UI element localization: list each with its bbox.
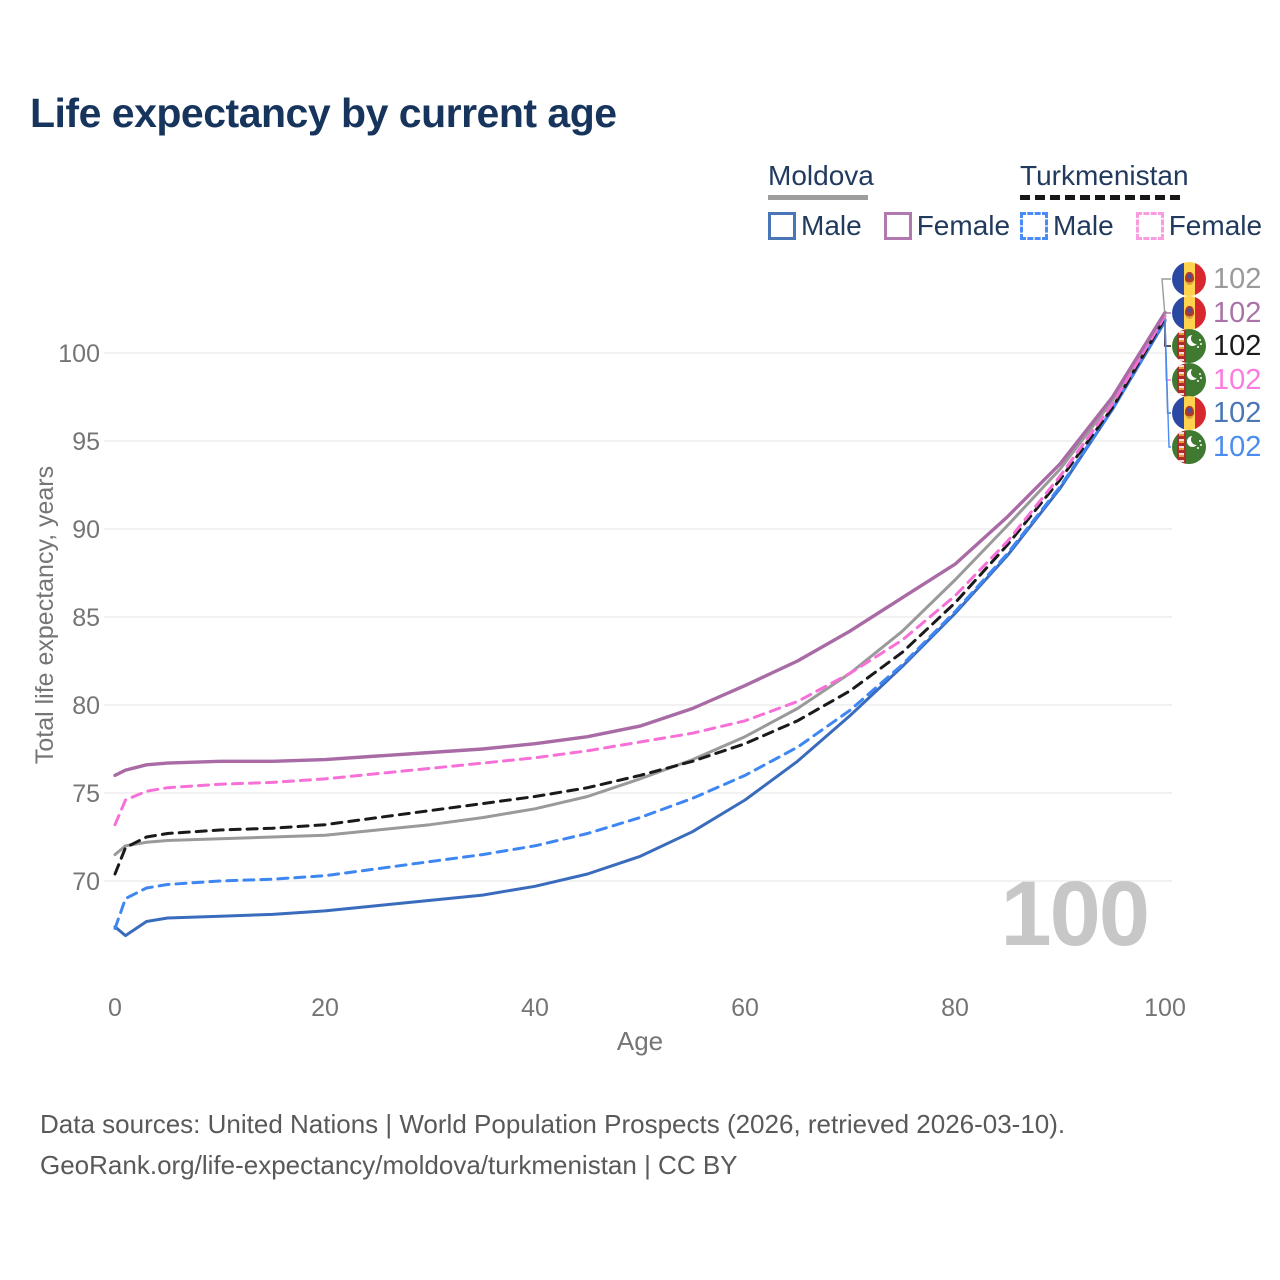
series-moldova_male bbox=[113, 319, 1167, 938]
x-tick-80: 80 bbox=[941, 994, 969, 1022]
legend-underline-solid bbox=[768, 195, 868, 200]
x-tick-60: 60 bbox=[731, 994, 759, 1022]
x-tick-0: 0 bbox=[108, 994, 122, 1022]
moldova-flag-icon bbox=[1172, 262, 1206, 296]
footer-sources: Data sources: United Nations | World Pop… bbox=[40, 1109, 1066, 1139]
series-moldova_female bbox=[113, 310, 1167, 778]
end-value-moldova_female: 102 bbox=[1213, 296, 1262, 329]
legend-underline-dashed bbox=[1020, 195, 1180, 200]
legend-swatch-moldova-female[interactable] bbox=[883, 212, 912, 240]
leader-moldova_female bbox=[1163, 311, 1171, 314]
y-tick-70: 70 bbox=[72, 868, 100, 896]
x-tick-20: 20 bbox=[311, 994, 339, 1022]
y-tick-75: 75 bbox=[72, 780, 100, 808]
end-label-turkmenistan_total: 102 bbox=[1172, 329, 1261, 363]
turkmenistan-flag-icon bbox=[1172, 363, 1206, 397]
end-label-moldova_female: 102 bbox=[1172, 296, 1261, 330]
legend-country-turkmenistan: Turkmenistan bbox=[1020, 160, 1189, 191]
end-value-moldova_total: 102 bbox=[1213, 262, 1262, 295]
x-tick-100: 100 bbox=[1144, 994, 1186, 1022]
legend-swatch-turkmenistan-male[interactable] bbox=[1020, 212, 1048, 240]
y-tick-90: 90 bbox=[72, 516, 100, 544]
y-tick-85: 85 bbox=[72, 604, 100, 632]
end-value-turkmenistan_female: 102 bbox=[1213, 363, 1262, 396]
turkmenistan-flag-icon bbox=[1172, 430, 1206, 464]
end-label-moldova_male: 102 bbox=[1172, 396, 1261, 430]
legend-swatch-moldova-male[interactable] bbox=[768, 212, 796, 240]
y-tick-95: 95 bbox=[72, 428, 100, 456]
leader-turkmenistan_male bbox=[1164, 319, 1171, 448]
end-value-moldova_male: 102 bbox=[1213, 396, 1262, 429]
legend-swatch-turkmenistan-female[interactable] bbox=[1135, 212, 1164, 240]
footer: Data sources: United Nations | World Pop… bbox=[40, 1104, 1065, 1186]
current-age-watermark: 100 bbox=[1000, 863, 1150, 965]
end-value-turkmenistan_total: 102 bbox=[1213, 329, 1262, 362]
legend-group-turkmenistan: Turkmenistan Male Female bbox=[1020, 160, 1280, 242]
legend-label-turkmenistan-male[interactable]: Male bbox=[1053, 210, 1114, 241]
series-moldova_total bbox=[113, 314, 1167, 857]
legend-label-turkmenistan-female[interactable]: Female bbox=[1168, 210, 1263, 241]
legend-label-moldova-female[interactable]: Female bbox=[916, 210, 1011, 241]
x-tick-40: 40 bbox=[521, 994, 549, 1022]
end-label-moldova_total: 102 bbox=[1172, 262, 1261, 296]
legend-label-moldova-male[interactable]: Male bbox=[801, 210, 862, 241]
series-turkmenistan_total bbox=[113, 316, 1167, 876]
page-title: Life expectancy by current age bbox=[30, 90, 617, 136]
series-turkmenistan_male bbox=[113, 318, 1167, 930]
leader-moldova_total bbox=[1161, 278, 1171, 317]
end-label-turkmenistan_female: 102 bbox=[1172, 363, 1261, 397]
series-turkmenistan_female bbox=[113, 314, 1167, 827]
turkmenistan-flag-icon bbox=[1172, 329, 1206, 363]
footer-link: GeoRank.org/life-expectancy/moldova/turk… bbox=[40, 1150, 738, 1180]
y-tick-80: 80 bbox=[72, 692, 100, 720]
y-tick-100: 100 bbox=[58, 340, 100, 368]
end-label-turkmenistan_male: 102 bbox=[1172, 430, 1261, 464]
y-axis-title: Total life expectancy, years bbox=[31, 465, 59, 765]
end-value-turkmenistan_male: 102 bbox=[1213, 430, 1262, 463]
legend-group-moldova: Moldova Male Female bbox=[768, 160, 1032, 242]
moldova-flag-icon bbox=[1172, 296, 1206, 330]
moldova-flag-icon bbox=[1172, 396, 1206, 430]
x-axis-title: Age bbox=[616, 1026, 664, 1056]
legend-country-moldova: Moldova bbox=[768, 160, 874, 191]
